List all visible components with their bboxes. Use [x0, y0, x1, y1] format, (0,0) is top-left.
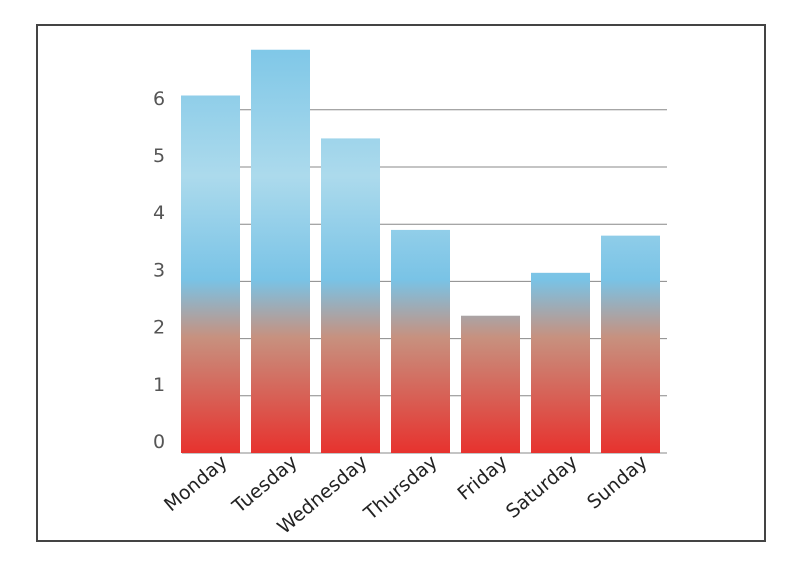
bar-saturday — [531, 272, 590, 453]
x-tick-label-monday: Monday — [160, 451, 232, 516]
y-tick-label-4: 4 — [153, 202, 165, 224]
x-tick-label-sunday: Sunday — [583, 451, 652, 514]
bar-wednesday — [321, 138, 380, 453]
bar-friday — [461, 315, 520, 453]
x-tick-label-saturday: Saturday — [502, 451, 582, 523]
x-tick-label-thursday: Thursday — [359, 451, 442, 525]
bar-monday — [181, 95, 240, 453]
y-tick-label-5: 5 — [153, 145, 165, 167]
y-tick-label-6: 6 — [153, 88, 165, 110]
bar-sunday — [601, 235, 660, 453]
x-tick-label-friday: Friday — [453, 451, 511, 505]
bars — [181, 49, 660, 454]
y-tick-label-2: 2 — [153, 317, 165, 339]
y-tick-label-3: 3 — [153, 259, 165, 281]
bar-thursday — [391, 229, 450, 453]
y-axis-ticks: 0 1 2 3 4 5 6 — [153, 88, 165, 453]
bar-tuesday — [251, 49, 310, 454]
y-tick-label-0: 0 — [153, 431, 165, 453]
y-tick-label-1: 1 — [153, 374, 165, 396]
